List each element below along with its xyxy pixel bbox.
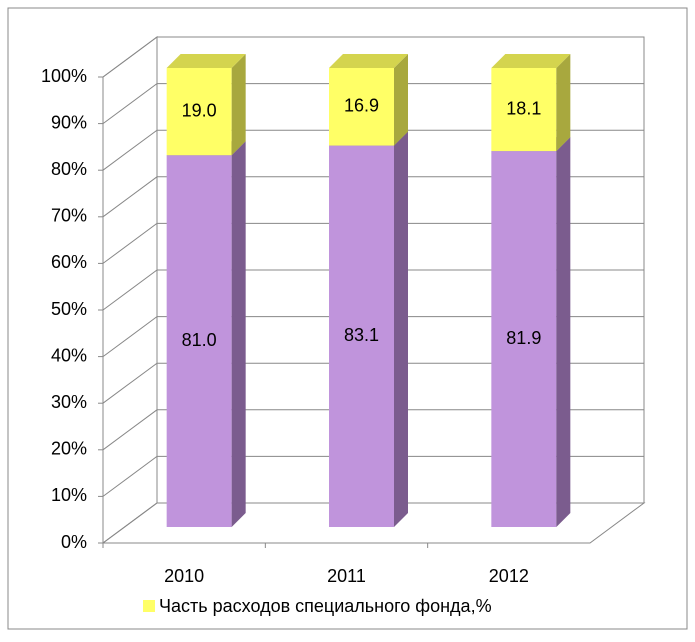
bar-side [394, 54, 408, 146]
legend-swatch [143, 600, 155, 612]
y-tick-label: 10% [51, 485, 87, 505]
y-tick-label: 0% [61, 532, 87, 552]
value-label: 18.1 [506, 98, 541, 118]
bar-front [491, 68, 557, 152]
bar-side [556, 137, 571, 528]
y-tick-label: 60% [51, 252, 87, 272]
grid-line [102, 129, 644, 171]
y-tick-label: 80% [51, 159, 87, 179]
grid-line [102, 222, 644, 264]
grid-line [102, 455, 644, 497]
bar-top [329, 54, 408, 68]
bar-top [166, 54, 246, 68]
y-tick-label: 40% [51, 345, 87, 365]
value-label: 81.0 [182, 330, 217, 350]
bar-top [491, 54, 571, 68]
value-label: 16.9 [344, 96, 379, 116]
grid-line [102, 409, 644, 451]
bar-front [491, 151, 557, 528]
y-tick-label: 30% [51, 392, 87, 412]
value-label: 81.9 [506, 328, 541, 348]
y-tick-label: 100% [41, 66, 87, 86]
grid-line [102, 269, 644, 311]
x-tick-label: 2011 [327, 566, 366, 586]
bar-front [166, 68, 232, 156]
grid-line [102, 83, 644, 125]
bar-front [329, 68, 394, 146]
y-tick-label: 70% [51, 206, 87, 226]
value-label: 19.0 [182, 100, 217, 120]
y-tick-label: 20% [51, 439, 87, 459]
x-tick-label: 2012 [489, 566, 529, 586]
grid-line [102, 502, 644, 544]
grid-line [102, 36, 644, 78]
y-tick-label: 90% [51, 112, 87, 132]
grid-line [102, 316, 644, 358]
bar-side [231, 54, 246, 156]
value-label: 83.1 [344, 325, 379, 345]
legend-label: Часть расходов специального фонда,% [159, 596, 492, 616]
grid-line [102, 176, 644, 218]
grid-line [102, 362, 644, 404]
y-tick-label: 50% [51, 299, 87, 319]
bar-front [329, 145, 394, 528]
bar-front [166, 155, 232, 527]
x-tick-label: 2010 [164, 566, 204, 586]
bar-side [231, 141, 246, 527]
bar-side [394, 131, 408, 528]
bar-side [556, 54, 571, 152]
